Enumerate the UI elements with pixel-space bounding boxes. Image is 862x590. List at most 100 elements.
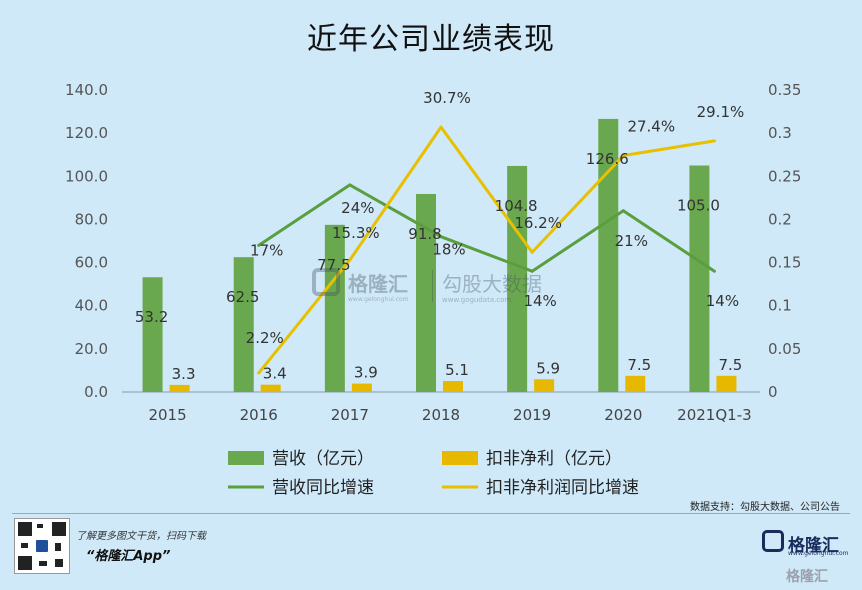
profit-growth-label: 30.7%	[423, 89, 471, 107]
profit-growth-line	[257, 125, 715, 374]
qr-app-logo-icon	[34, 538, 50, 554]
y-left-tick-label: 80.0	[75, 210, 108, 228]
y-right-tick-label: 0.1	[768, 297, 792, 315]
brand-logo: 格隆汇 www.gelonghui.com	[762, 530, 849, 557]
revenue-growth-label: 24%	[341, 199, 374, 217]
revenue-data-label: 104.8	[495, 197, 538, 215]
revenue-growth-point	[348, 183, 352, 187]
revenue-bar	[233, 257, 254, 392]
profit-growth-point	[348, 258, 352, 262]
legend: 营收（亿元） 扣非净利（亿元） 营收同比增速 扣非净利润同比增速	[228, 449, 639, 498]
promo-app-name: “格隆汇App”	[86, 549, 171, 564]
revenue-bar	[142, 277, 163, 392]
brand-logo-icon	[762, 530, 784, 552]
watermark-url-1: www.gelonghui.com	[348, 296, 409, 303]
y-left-tick-label: 0.0	[84, 383, 108, 401]
revenue-data-label: 105.0	[677, 197, 720, 215]
profit-growth-point	[621, 154, 625, 158]
profit-data-label: 3.9	[354, 364, 378, 382]
x-tick-label: 2016	[240, 406, 278, 424]
y-right-tick-label: 0	[768, 383, 778, 401]
data-labels: 53.2 62.5 77.5 91.8 104.8 126.6 105.0 3.3 3.4 3.9…	[135, 89, 744, 383]
watermark-center: 格隆汇 www.gelonghui.com 勾股大数据 www.gogudata…	[312, 266, 572, 316]
profit-bar	[625, 375, 646, 392]
profit-growth-label: 29.1%	[697, 103, 745, 121]
profit-data-label: 3.4	[263, 365, 287, 383]
y-right-tick-label: 0.35	[768, 81, 801, 99]
y-left-ticks: 0.0 20.0 40.0 60.0 80.0 100.0 120.0 140.0	[65, 81, 108, 401]
y-left-tick-label: 60.0	[75, 254, 108, 272]
profit-bar	[534, 379, 555, 392]
brand-url: www.gelonghui.com	[788, 550, 849, 557]
x-tick-label: 2018	[422, 406, 460, 424]
profit-growth-label: 2.2%	[246, 329, 284, 347]
y-right-tick-label: 0.15	[768, 254, 801, 272]
chart-title: 近年公司业绩表现	[307, 22, 555, 57]
revenue-growth-point	[530, 269, 534, 273]
profit-bar	[169, 384, 190, 392]
revenue-data-label: 62.5	[226, 288, 259, 306]
watermark-name-2: 勾股大数据	[442, 272, 542, 296]
profit-growth-label: 15.3%	[332, 224, 380, 242]
revenue-bar	[324, 224, 345, 392]
revenue-growth-point	[621, 209, 625, 213]
revenue-growth-label: 18%	[432, 241, 465, 259]
revenue-data-label: 53.2	[135, 308, 168, 326]
watermark-url-2: www.gogudata.com	[442, 296, 512, 304]
x-tick-label: 2020	[604, 406, 642, 424]
legend-label: 扣非净利（亿元）	[486, 449, 622, 469]
legend-label: 营收（亿元）	[272, 449, 374, 469]
x-tick-label: 2019	[513, 406, 551, 424]
revenue-bar	[598, 118, 619, 393]
y-right-tick-label: 0.3	[768, 124, 792, 142]
y-right-tick-label: 0.25	[768, 167, 801, 185]
x-ticks: 2015 2016 2017 2018 2019 2020 2021Q1-3	[148, 406, 751, 424]
promo-text: 了解更多图文干货，扫码下载	[76, 531, 206, 542]
profit-growth-label: 16.2%	[514, 214, 562, 232]
revenue-growth-label: 17%	[250, 241, 283, 259]
source-note: 数据支持：勾股大数据、公司公告	[690, 502, 840, 513]
profit-bar	[351, 383, 372, 392]
watermark-name-1: 格隆汇	[348, 272, 408, 296]
legend-swatch	[228, 451, 264, 465]
revenue-growth-label: 14%	[523, 292, 556, 310]
revenue-growth-label: 14%	[706, 292, 739, 310]
profit-data-label: 7.5	[627, 356, 651, 374]
x-tick-label: 2017	[331, 406, 369, 424]
footer-divider	[12, 513, 850, 514]
y-left-tick-label: 120.0	[65, 124, 108, 142]
profit-bars	[169, 375, 737, 392]
revenue-data-label: 91.8	[408, 225, 441, 243]
revenue-bar	[689, 165, 710, 392]
y-left-tick-label: 100.0	[65, 167, 108, 185]
x-tick-label: 2021Q1-3	[677, 406, 751, 424]
profit-data-label: 3.3	[172, 365, 196, 383]
brand-name: 格隆汇	[788, 536, 839, 556]
legend-label: 营收同比增速	[272, 478, 374, 498]
y-left-tick-label: 40.0	[75, 297, 108, 315]
profit-bar	[716, 375, 737, 392]
profit-growth-point	[712, 139, 716, 143]
revenue-growth-point	[257, 243, 261, 247]
profit-growth-point	[439, 125, 443, 129]
revenue-data-label: 126.6	[586, 150, 629, 168]
watermark-logo-icon	[312, 268, 340, 296]
revenue-growth-line	[257, 183, 716, 273]
revenue-growth-point	[712, 269, 716, 273]
watermark-bottom: 格隆汇	[786, 569, 828, 585]
y-right-tick-label: 0.2	[768, 210, 792, 228]
profit-growth-point	[257, 371, 261, 375]
profit-bar	[260, 384, 281, 392]
profit-data-label: 5.9	[536, 359, 560, 377]
y-left-tick-label: 20.0	[75, 340, 108, 358]
revenue-growth-point	[439, 235, 443, 239]
y-right-tick-label: 0.05	[768, 340, 801, 358]
growth-lines	[257, 125, 716, 375]
profit-growth-label: 27.4%	[627, 118, 675, 136]
revenue-bars	[142, 118, 710, 393]
profit-growth-point	[530, 250, 534, 254]
profit-data-label: 5.1	[445, 361, 469, 379]
legend-label: 扣非净利润同比增速	[486, 478, 639, 498]
y-right-ticks: 0 0.05 0.1 0.15 0.2 0.25 0.3 0.35	[768, 81, 801, 401]
